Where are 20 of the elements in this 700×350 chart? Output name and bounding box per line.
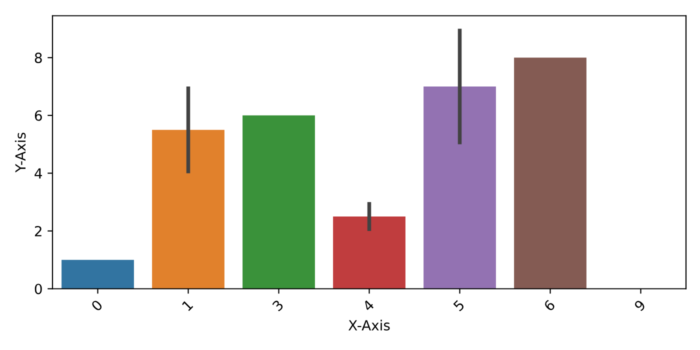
x-tick-label: 3 (272, 299, 284, 312)
bar (514, 58, 586, 289)
x-axis-title: X-Axis (348, 320, 390, 331)
y-tick-label: 6 (34, 110, 42, 121)
x-tick-label: 1 (182, 300, 194, 312)
bar (62, 260, 134, 289)
y-tick-label: 8 (34, 52, 42, 64)
bar (333, 216, 406, 289)
y-tick-label: 4 (34, 168, 42, 178)
x-tick-label: 9 (634, 299, 646, 312)
y-tick-label: 0 (34, 284, 42, 294)
bar (152, 130, 224, 289)
x-tick-label: 6 (543, 299, 556, 312)
y-axis-title: Y-Axis (14, 132, 26, 172)
bar (424, 86, 496, 289)
bar (242, 115, 315, 289)
x-tick-label: 4 (362, 299, 375, 312)
y-tick-label: 2 (34, 226, 42, 236)
x-tick-label: 5 (452, 300, 465, 312)
x-tick-label: 0 (90, 299, 104, 312)
